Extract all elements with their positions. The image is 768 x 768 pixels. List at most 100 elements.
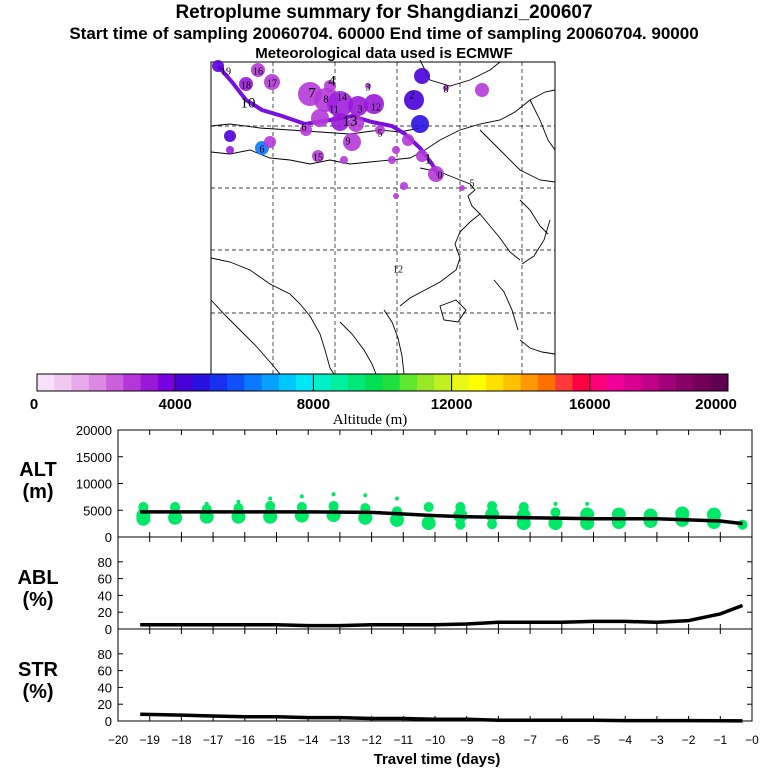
chart-subtitle: Start time of sampling 20060704. 60000 E… xyxy=(69,24,699,43)
plume-circle xyxy=(224,130,236,142)
y-tick-label: 40 xyxy=(98,680,112,695)
colorbar-cell xyxy=(693,374,712,391)
map-label: 8 xyxy=(324,94,329,105)
colorbar-cell xyxy=(123,374,142,391)
series-line-alt xyxy=(140,510,743,526)
plume-circle xyxy=(365,83,371,89)
altitude-colorbar: 0 4000 8000 12000 16000 20000 Altitude (m) xyxy=(30,373,737,428)
alt-point xyxy=(268,496,273,501)
colorbar-cell xyxy=(88,374,107,391)
colorbar-cell xyxy=(572,374,591,391)
colorbar-tick-label: 0 xyxy=(30,396,38,413)
colorbar-cell xyxy=(503,374,522,391)
colorbar-cell xyxy=(71,374,90,391)
plume-circle xyxy=(402,134,414,146)
plume-circle xyxy=(311,109,329,127)
colorbar-cell xyxy=(624,374,643,391)
colorbar-cell xyxy=(54,374,73,391)
y-tick-label: 20 xyxy=(98,605,112,620)
series-line-str xyxy=(140,712,743,723)
colorbar-cell xyxy=(520,374,539,391)
plume-circle xyxy=(411,115,429,133)
map-label: 3 xyxy=(358,104,363,115)
alt-point xyxy=(394,496,399,501)
colorbar-cell xyxy=(607,374,625,391)
x-tick-label: −4 xyxy=(618,733,632,747)
y-tick-label: 5000 xyxy=(83,503,112,518)
colorbar-cell xyxy=(330,374,349,391)
map-label: 12 xyxy=(371,102,381,113)
map-label: 19 xyxy=(221,66,231,77)
x-tick-label: −11 xyxy=(394,733,414,747)
colorbar-cell xyxy=(589,374,608,391)
alt-point xyxy=(550,507,561,518)
colorbar-cell xyxy=(347,374,366,391)
colorbar-tick-label: 12000 xyxy=(431,396,473,413)
x-axis-label: Travel time (days) xyxy=(374,751,501,768)
plume-circle xyxy=(343,133,361,151)
y-tick-label: 20 xyxy=(98,697,112,712)
y-tick-label: 20000 xyxy=(76,423,112,438)
alt-point xyxy=(487,519,498,530)
panel-ylabel: (%) xyxy=(22,589,53,611)
plume-circle xyxy=(324,80,336,92)
x-tick-label: −12 xyxy=(361,733,382,747)
plume-circle xyxy=(226,146,234,154)
panel-ylabel: ABL xyxy=(17,567,58,589)
colorbar-cell xyxy=(175,374,193,391)
y-tick-label: 60 xyxy=(98,664,112,679)
plume-circle xyxy=(300,124,312,136)
panel-ylabel: (m) xyxy=(22,481,53,503)
map-label: 7 xyxy=(308,85,316,101)
map-label: 11 xyxy=(329,104,339,115)
colorbar-cell xyxy=(417,374,435,391)
y-tick-label: 15000 xyxy=(76,450,112,465)
colorbar-cell xyxy=(244,374,263,391)
y-tick-label: 80 xyxy=(98,555,112,570)
alt-point xyxy=(516,516,531,531)
colorbar-cell xyxy=(434,374,453,391)
colorbar-cell xyxy=(278,374,297,391)
plume-circle xyxy=(348,96,368,116)
map-label: 3 xyxy=(366,82,371,93)
x-tick-label: −2 xyxy=(682,733,696,747)
plume-circle xyxy=(375,125,385,135)
colorbar-tick-label: 20000 xyxy=(695,396,737,413)
colorbar-cell xyxy=(641,374,660,391)
alt-point xyxy=(328,500,339,511)
x-tick-label: −1 xyxy=(713,733,727,747)
alt-point xyxy=(423,502,434,513)
map-label: 1 xyxy=(424,151,432,167)
met-data-note: Meteorological data used is ECMWF xyxy=(255,45,513,62)
colorbar-label: Altitude (m) xyxy=(333,412,408,428)
colorbar-cell xyxy=(676,374,694,391)
plume-circle xyxy=(331,113,349,131)
x-tick-label: −18 xyxy=(171,733,192,747)
map-label: 14 xyxy=(337,92,347,103)
x-tick-label: −3 xyxy=(650,733,664,747)
plume-circle xyxy=(264,136,276,148)
x-tick-label: −10 xyxy=(425,733,446,747)
plume-circle xyxy=(416,150,428,162)
map-label: 13 xyxy=(343,113,358,129)
y-tick-label: 80 xyxy=(98,647,112,662)
plume-circle xyxy=(364,94,384,114)
map-label: 17 xyxy=(267,78,277,89)
x-tick-label: −20 xyxy=(108,733,129,747)
map-label: 16 xyxy=(253,66,263,77)
y-tick-label: 60 xyxy=(98,572,112,587)
x-tick-label: −7 xyxy=(523,733,537,747)
map-label: 6 xyxy=(260,144,265,155)
x-tick-label: −8 xyxy=(492,733,506,747)
colorbar-cell xyxy=(537,374,556,391)
colorbar-cell xyxy=(192,374,211,391)
x-tick-label: −6 xyxy=(555,733,569,747)
alt-point xyxy=(585,501,590,506)
panel-alt: 0 5000 10000 15000 20000 ALT(m) xyxy=(19,423,753,545)
colorbar-tick-label: 4000 xyxy=(159,396,192,413)
plume-circle xyxy=(264,74,280,90)
y-tick-label: 0 xyxy=(105,622,112,637)
y-tick-label: 40 xyxy=(98,588,112,603)
